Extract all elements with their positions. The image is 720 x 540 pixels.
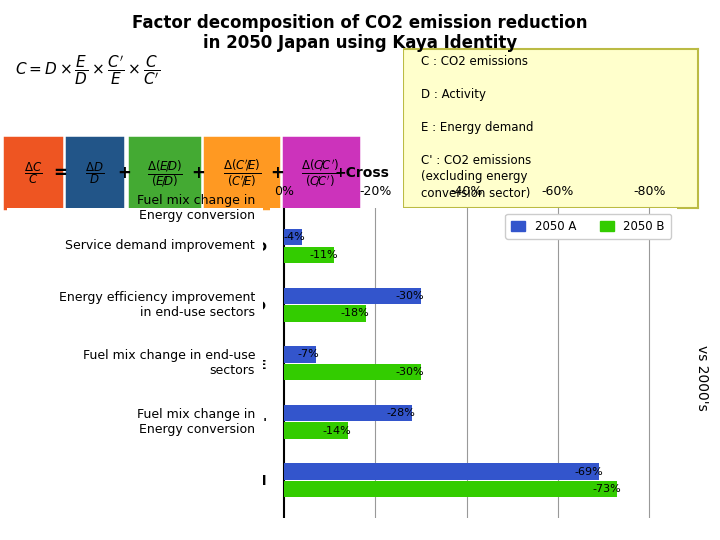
Text: +: + (117, 164, 131, 182)
Bar (284, 247, 334, 263)
FancyBboxPatch shape (130, 138, 199, 208)
Text: $\dfrac{\Delta C}{C}$: $\dfrac{\Delta C}{C}$ (24, 160, 42, 186)
Text: Fuel mix change in
Energy conversion: Fuel mix change in Energy conversion (137, 194, 255, 222)
Text: -28%: -28% (387, 408, 415, 418)
Text: -11%: -11% (309, 250, 338, 260)
Text: Service demand improvement: Service demand improvement (66, 239, 255, 253)
Text: $\dfrac{\Delta(C\!/\!C^{\prime})}{(C\!/\!C^{\prime})}$: $\dfrac{\Delta(C\!/\!C^{\prime})}{(C\!/\… (302, 157, 341, 189)
Text: -30%: -30% (396, 367, 425, 377)
Text: -30%: -30% (396, 291, 425, 301)
Bar (284, 229, 302, 245)
Bar (284, 346, 315, 362)
Text: =: = (53, 164, 67, 182)
Text: $\dfrac{\Delta(C^{\prime}\!/\!E)}{(C^{\prime}\!/\!E)}$: $\dfrac{\Delta(C^{\prime}\!/\!E)}{(C^{\p… (222, 157, 261, 189)
Text: -4%: -4% (284, 232, 306, 242)
Bar (284, 305, 366, 321)
FancyBboxPatch shape (67, 138, 122, 208)
FancyBboxPatch shape (205, 138, 279, 208)
Text: +: + (192, 164, 205, 182)
Text: -18%: -18% (341, 308, 369, 319)
Text: $\dfrac{\Delta(E\!/\!D)}{(E\!/\!D)}$: $\dfrac{\Delta(E\!/\!D)}{(E\!/\!D)}$ (147, 158, 183, 188)
Text: C : CO2 emissions

D : Activity

E : Energy demand

C' : CO2 emissions
(excludin: C : CO2 emissions D : Activity E : Energ… (421, 55, 534, 200)
Text: $\dfrac{\Delta D}{D}$: $\dfrac{\Delta D}{D}$ (85, 160, 104, 186)
Text: Energy efficiency improvement
in end-use sectors: Energy efficiency improvement in end-use… (59, 291, 255, 319)
Text: +Cross: +Cross (334, 166, 389, 180)
Text: -7%: -7% (297, 349, 320, 359)
Text: Factor decomposition of CO2 emission reduction
in 2050 Japan using Kaya Identity: Factor decomposition of CO2 emission red… (132, 14, 588, 52)
Text: $C = D \times \dfrac{E}{D} \times \dfrac{C^{\prime}}{E} \times \dfrac{C}{C^{\pri: $C = D \times \dfrac{E}{D} \times \dfrac… (15, 53, 161, 87)
Bar (284, 405, 412, 421)
Legend: 2050 A, 2050 B: 2050 A, 2050 B (505, 214, 671, 239)
Text: -14%: -14% (323, 426, 351, 436)
Text: Fuel mix change in
Energy conversion: Fuel mix change in Energy conversion (137, 408, 255, 436)
Text: vs 2000's: vs 2000's (695, 345, 709, 411)
Bar (284, 364, 420, 380)
Bar (284, 463, 599, 480)
Text: +: + (271, 164, 284, 182)
FancyBboxPatch shape (5, 138, 60, 208)
Bar (284, 288, 420, 304)
Text: -73%: -73% (593, 484, 621, 494)
Bar (284, 481, 617, 497)
Text: Fuel mix change in end-use
sectors: Fuel mix change in end-use sectors (83, 349, 255, 377)
Text: -69%: -69% (574, 467, 603, 476)
FancyBboxPatch shape (284, 138, 358, 208)
Bar (284, 422, 348, 438)
